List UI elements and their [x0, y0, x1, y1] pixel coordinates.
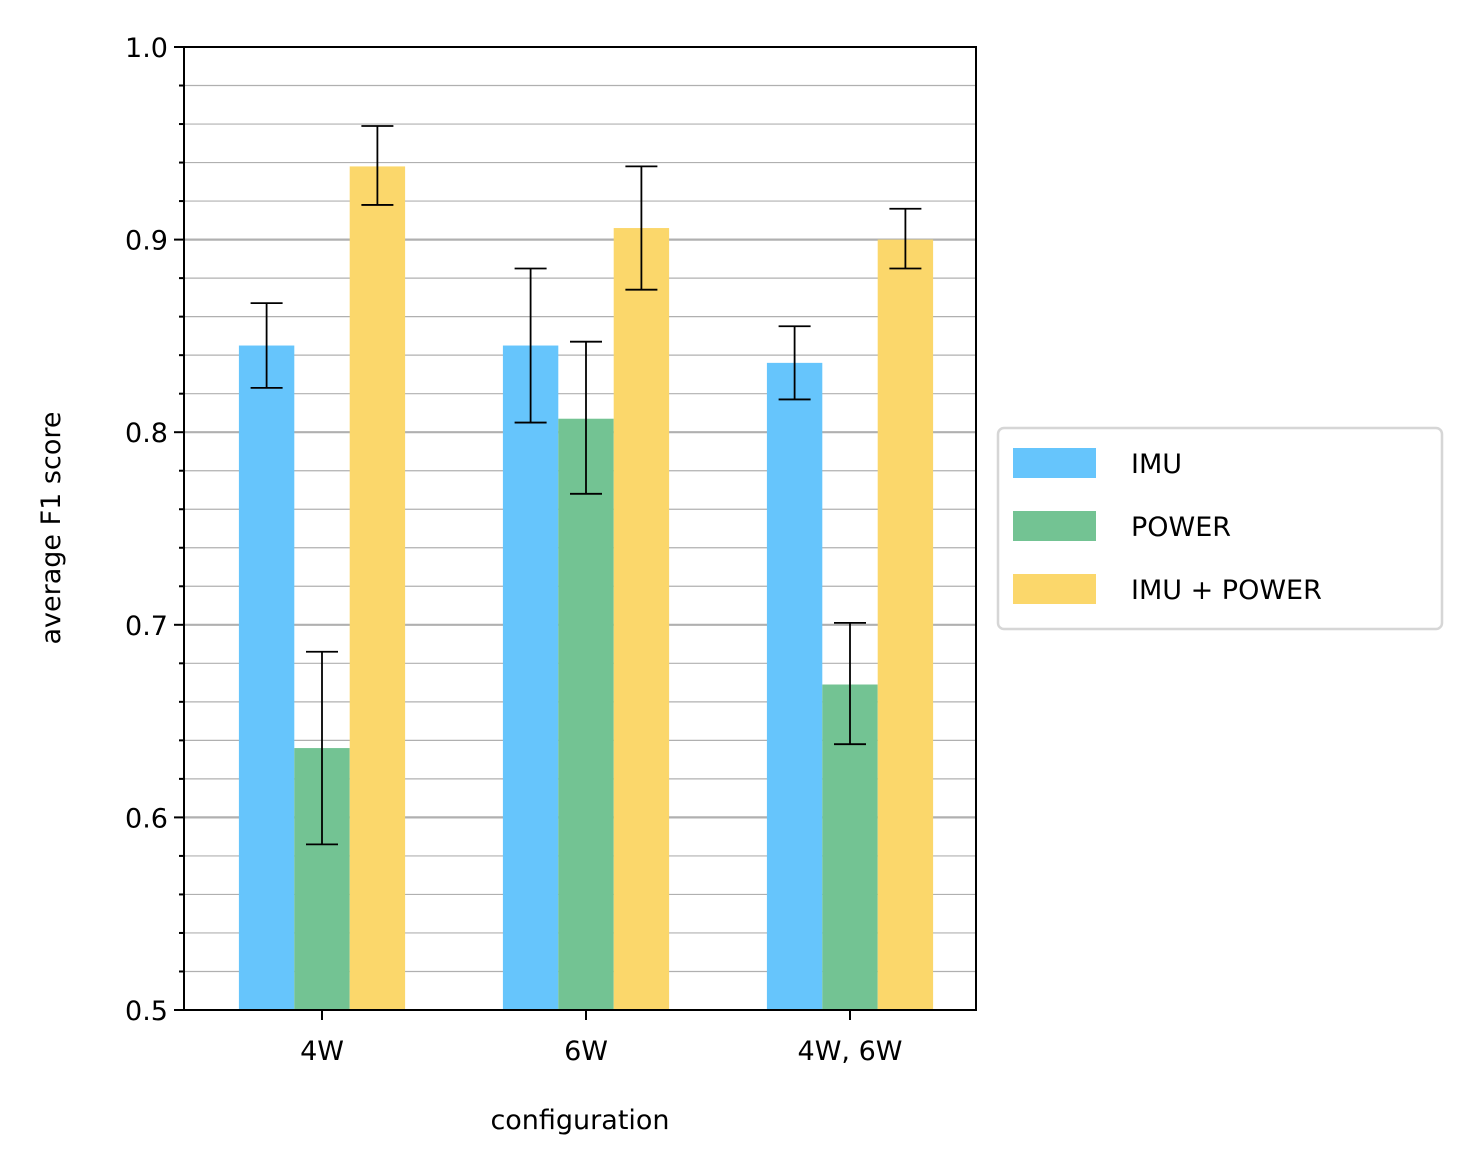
y-tick-label: 0.7	[125, 611, 168, 642]
bar-imu-power-2	[877, 239, 934, 1011]
legend-swatch	[1013, 448, 1096, 478]
x-tick-label: 6W	[564, 1036, 608, 1067]
y-tick-label: 0.9	[125, 226, 168, 257]
y-axis-label: average F1 score	[36, 412, 67, 645]
y-tick-label: 0.8	[125, 418, 168, 449]
bar-imu-power-0	[349, 166, 406, 1011]
bar-imu-power-1	[613, 228, 670, 1010]
legend-box	[996, 426, 1444, 631]
plot-frame	[183, 46, 977, 1011]
bar-imu-2	[766, 362, 823, 1010]
bar-imu-0	[238, 345, 295, 1010]
x-tick-label: 4W	[300, 1036, 344, 1067]
legend: IMU POWER IMU + POWER	[996, 426, 1444, 631]
bar-imu-1	[502, 345, 559, 1010]
legend-label: IMU	[1131, 449, 1182, 480]
legend-label: POWER	[1131, 512, 1231, 543]
y-tick-label: 1.0	[125, 33, 168, 64]
legend-label: IMU + POWER	[1131, 575, 1322, 606]
x-tick-label: 4W, 6W	[798, 1036, 903, 1067]
y-tick-label: 0.6	[125, 803, 168, 834]
bar-power-1	[558, 418, 614, 1010]
legend-swatch	[1013, 511, 1096, 541]
error-bars	[250, 125, 922, 846]
x-axis-label: configuration	[490, 1105, 669, 1136]
y-tick-label: 0.5	[125, 996, 168, 1027]
legend-swatch	[1013, 574, 1096, 604]
y-axis: 0.5 0.6 0.7 0.8 0.9 1.0	[125, 33, 184, 1027]
x-axis: 4W 6W 4W, 6W	[300, 1010, 902, 1067]
bars	[238, 166, 934, 1011]
